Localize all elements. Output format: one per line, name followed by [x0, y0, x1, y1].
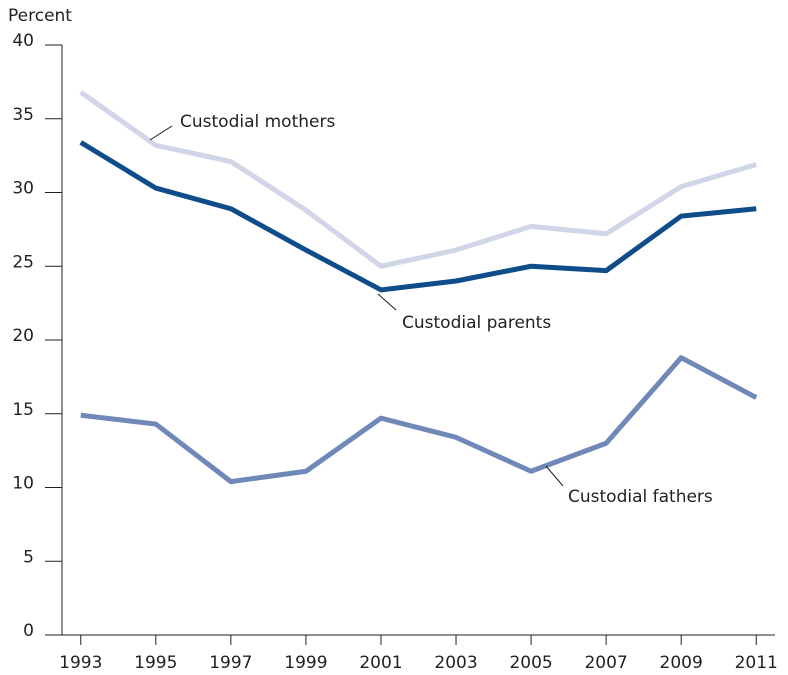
y-tick-label: 20 — [12, 326, 34, 346]
label-leader — [545, 465, 564, 487]
x-tick-label: 2009 — [660, 653, 703, 673]
y-tick-label: 10 — [12, 474, 34, 494]
x-tick-label: 1997 — [209, 653, 252, 673]
x-tick-label: 2007 — [584, 653, 627, 673]
y-tick-label: 5 — [23, 547, 34, 567]
x-tick-label: 2003 — [434, 653, 477, 673]
y-axis-label: Percent — [8, 6, 72, 26]
y-tick-label: 15 — [12, 400, 34, 420]
series-label: Custodial mothers — [180, 112, 335, 132]
series-line — [79, 140, 757, 293]
x-tick-label: 1999 — [284, 653, 327, 673]
x-tick-label: 1993 — [59, 653, 102, 673]
label-leader — [149, 125, 173, 141]
x-tick-label: 2011 — [735, 653, 778, 673]
x-tick-label: 1995 — [134, 653, 177, 673]
y-tick-label: 35 — [12, 105, 34, 125]
series-line — [80, 355, 758, 485]
y-tick-label: 40 — [12, 31, 34, 51]
x-tick-label: 2001 — [359, 653, 402, 673]
y-tick-label: 30 — [12, 179, 34, 199]
y-tick-label: 25 — [12, 252, 34, 272]
label-leader — [377, 293, 397, 311]
series-line — [79, 90, 757, 269]
x-tick-label: 2005 — [509, 653, 552, 673]
series-label: Custodial fathers — [568, 487, 713, 507]
series-label: Custodial parents — [402, 313, 551, 333]
y-tick-label: 0 — [23, 621, 34, 641]
